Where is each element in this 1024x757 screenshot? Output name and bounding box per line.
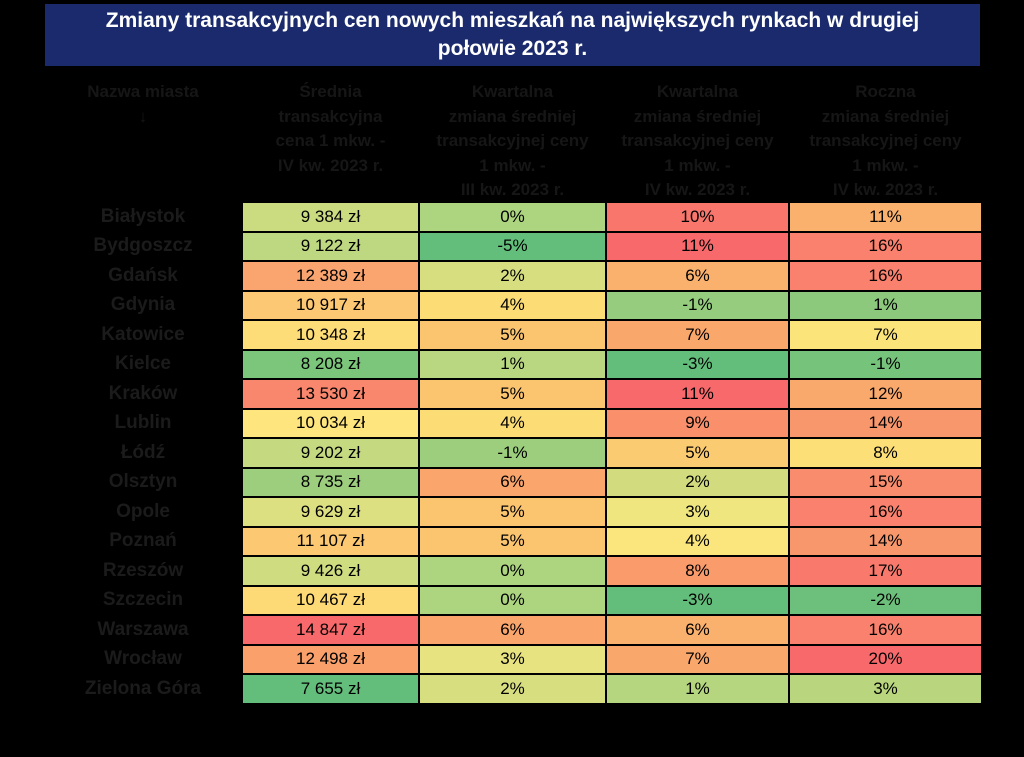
city-label: Białystok <box>100 205 186 227</box>
value-cell: 15% <box>790 468 981 496</box>
value-cell: 14% <box>790 409 981 437</box>
value-cell: 5% <box>420 527 605 555</box>
value-cell: 10% <box>607 203 788 231</box>
city-label: Szczecin <box>102 589 184 611</box>
value-cell: -1% <box>790 350 981 378</box>
value-cell: -3% <box>607 350 788 378</box>
value-cell: 1% <box>420 350 605 378</box>
column-header: Kwartalna zmiana średniej transakcyjnej … <box>621 82 774 199</box>
value-cell: 16% <box>790 232 981 260</box>
value-cell: 9% <box>607 409 788 437</box>
value-cell: 4% <box>420 409 605 437</box>
city-label: Łódź <box>120 441 166 463</box>
value-cell: 8 735 zł <box>243 468 418 496</box>
value-cell: 4% <box>607 527 788 555</box>
value-cell: 10 348 zł <box>243 321 418 349</box>
city-label: Lublin <box>114 412 172 434</box>
value-cell: 6% <box>607 616 788 644</box>
value-cell: 7% <box>607 321 788 349</box>
value-cell: 3% <box>420 645 605 673</box>
chart-title: Zmiany transakcyjnych cen nowych mieszka… <box>45 4 980 66</box>
city-label: Wrocław <box>104 648 182 670</box>
value-cell: 2% <box>420 675 605 703</box>
value-cell: 9 629 zł <box>243 498 418 526</box>
value-cell: 17% <box>790 557 981 585</box>
value-cell: 16% <box>790 498 981 526</box>
city-label: Olsztyn <box>108 471 178 493</box>
value-cell: 5% <box>420 321 605 349</box>
value-cell: -1% <box>607 291 788 319</box>
value-cell: 9 202 zł <box>243 439 418 467</box>
value-cell: 9 384 zł <box>243 203 418 231</box>
value-cell: 10 034 zł <box>243 409 418 437</box>
value-cell: 9 426 zł <box>243 557 418 585</box>
city-label: Katowice <box>101 323 185 345</box>
city-label: Rzeszów <box>102 559 184 581</box>
city-label: Poznań <box>109 530 177 552</box>
value-cell: 14% <box>790 527 981 555</box>
value-cell: 12 389 zł <box>243 262 418 290</box>
value-cell: 2% <box>420 262 605 290</box>
value-cell: 9 122 zł <box>243 232 418 260</box>
value-cell: 16% <box>790 616 981 644</box>
value-cell: 0% <box>420 557 605 585</box>
city-label: Kielce <box>115 353 171 375</box>
value-cell: -1% <box>420 439 605 467</box>
value-cell: 8% <box>790 439 981 467</box>
value-cell: 7 655 zł <box>243 675 418 703</box>
value-cell: 12% <box>790 380 981 408</box>
value-cell: 13 530 zł <box>243 380 418 408</box>
column-header: Kwartalna zmiana średniej transakcyjnej … <box>436 82 589 199</box>
value-cell: 4% <box>420 291 605 319</box>
value-cell: 5% <box>420 380 605 408</box>
city-label: Zielona Góra <box>84 677 202 699</box>
value-cell: 6% <box>607 262 788 290</box>
value-cell: 8 208 zł <box>243 350 418 378</box>
value-cell: 6% <box>420 468 605 496</box>
value-cell: -2% <box>790 586 981 614</box>
value-cell: -3% <box>607 586 788 614</box>
value-cell: 5% <box>420 498 605 526</box>
column-header: Średnia transakcyjna cena 1 mkw. - IV kw… <box>275 82 386 175</box>
value-cell: 14 847 zł <box>243 616 418 644</box>
value-cell: 11% <box>790 203 981 231</box>
value-cell: 5% <box>607 439 788 467</box>
value-cell: 10 917 zł <box>243 291 418 319</box>
value-cell: 3% <box>607 498 788 526</box>
city-label: Warszawa <box>97 618 189 640</box>
value-cell: 2% <box>607 468 788 496</box>
value-cell: 11% <box>607 380 788 408</box>
value-cell: 11% <box>607 232 788 260</box>
city-label: Gdynia <box>110 294 176 316</box>
value-cell: 11 107 zł <box>243 527 418 555</box>
value-cell: 10 467 zł <box>243 586 418 614</box>
value-cell: 1% <box>607 675 788 703</box>
price-table: Nazwa miasta ↓ Średnia transakcyjna cena … <box>45 78 981 703</box>
value-cell: 3% <box>790 675 981 703</box>
value-cell: -5% <box>420 232 605 260</box>
city-label: Bydgoszcz <box>93 235 193 257</box>
value-cell: 16% <box>790 262 981 290</box>
value-cell: 7% <box>607 645 788 673</box>
city-label: Opole <box>116 500 170 522</box>
column-header: Roczna zmiana średniej transakcyjnej cen… <box>809 82 962 199</box>
city-label: Gdańsk <box>108 264 178 286</box>
value-cell: 12 498 zł <box>243 645 418 673</box>
value-cell: 20% <box>790 645 981 673</box>
city-label: Kraków <box>108 382 178 404</box>
value-cell: 7% <box>790 321 981 349</box>
column-header: Nazwa miasta ↓ <box>87 82 199 126</box>
value-cell: 6% <box>420 616 605 644</box>
value-cell: 0% <box>420 586 605 614</box>
value-cell: 1% <box>790 291 981 319</box>
value-cell: 8% <box>607 557 788 585</box>
value-cell: 0% <box>420 203 605 231</box>
